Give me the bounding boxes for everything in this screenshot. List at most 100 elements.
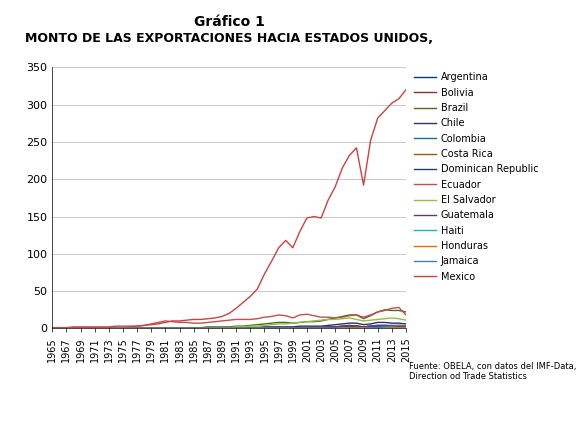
Chile bbox=[303, 324, 310, 329]
Haiti bbox=[403, 325, 409, 330]
Brazil bbox=[381, 307, 388, 312]
Dominican Republic bbox=[126, 326, 133, 331]
Honduras bbox=[396, 325, 403, 330]
Bolivia bbox=[374, 323, 381, 328]
Honduras bbox=[339, 325, 346, 330]
Mexico bbox=[155, 321, 162, 326]
Costa Rica bbox=[155, 326, 162, 331]
Line: Jamaica: Jamaica bbox=[52, 325, 406, 328]
Honduras bbox=[403, 325, 409, 330]
Ecuador bbox=[282, 313, 289, 318]
El Salvador bbox=[403, 318, 409, 323]
Colombia bbox=[374, 323, 381, 328]
Brazil bbox=[303, 319, 310, 324]
Legend: Argentina, Bolivia, Brazil, Chile, Colombia, Costa Rica, Dominican Republic, Ecu: Argentina, Bolivia, Brazil, Chile, Colom… bbox=[414, 72, 538, 282]
Colombia bbox=[403, 324, 409, 329]
El Salvador bbox=[155, 326, 162, 331]
Bolivia bbox=[282, 325, 289, 330]
Dominican Republic bbox=[155, 326, 162, 331]
Jamaica bbox=[282, 326, 289, 331]
El Salvador bbox=[162, 326, 169, 331]
Costa Rica bbox=[310, 325, 317, 330]
Haiti bbox=[282, 326, 289, 331]
Mexico bbox=[396, 96, 403, 101]
Honduras bbox=[155, 326, 162, 331]
Guatemala bbox=[282, 325, 289, 330]
Dominican Republic bbox=[282, 326, 289, 331]
Colombia bbox=[126, 326, 133, 331]
Jamaica bbox=[303, 326, 310, 331]
Ecuador bbox=[49, 326, 56, 331]
Jamaica bbox=[49, 326, 56, 331]
Mexico bbox=[162, 320, 169, 325]
Argentina bbox=[126, 326, 133, 331]
Jamaica bbox=[389, 324, 396, 329]
Haiti bbox=[303, 326, 310, 331]
Haiti bbox=[396, 325, 403, 330]
Ecuador bbox=[126, 324, 133, 329]
Line: Chile: Chile bbox=[52, 322, 406, 328]
Costa Rica bbox=[126, 326, 133, 331]
Text: MONTO DE LAS EXPORTACIONES HACIA ESTADOS UNIDOS,: MONTO DE LAS EXPORTACIONES HACIA ESTADOS… bbox=[25, 32, 433, 45]
Brazil bbox=[49, 326, 56, 331]
Text: Gráfico 1: Gráfico 1 bbox=[194, 15, 264, 29]
Colombia bbox=[162, 326, 169, 331]
Brazil bbox=[126, 326, 133, 331]
Costa Rica bbox=[162, 326, 169, 331]
Argentina bbox=[346, 323, 353, 328]
Brazil bbox=[162, 325, 169, 330]
Line: Brazil: Brazil bbox=[52, 310, 406, 328]
Brazil bbox=[403, 309, 409, 314]
El Salvador bbox=[303, 319, 310, 324]
Honduras bbox=[126, 326, 133, 331]
Colombia bbox=[396, 323, 403, 328]
Chile bbox=[126, 326, 133, 331]
Guatemala bbox=[162, 326, 169, 331]
Dominican Republic bbox=[310, 325, 317, 330]
Jamaica bbox=[126, 326, 133, 331]
Haiti bbox=[49, 326, 56, 331]
Chile bbox=[396, 321, 403, 326]
Bolivia bbox=[155, 326, 162, 331]
Colombia bbox=[282, 325, 289, 330]
Bolivia bbox=[162, 326, 169, 331]
Text: Fuente: OBELA, con datos del IMF-Data,
Direction od Trade Statistics: Fuente: OBELA, con datos del IMF-Data, D… bbox=[409, 362, 577, 381]
El Salvador bbox=[126, 326, 133, 331]
Mexico bbox=[403, 87, 409, 92]
Dominican Republic bbox=[403, 325, 409, 330]
Dominican Republic bbox=[396, 325, 403, 330]
Guatemala bbox=[155, 326, 162, 331]
Mexico bbox=[282, 238, 289, 243]
Guatemala bbox=[339, 324, 346, 329]
Haiti bbox=[155, 326, 162, 331]
Honduras bbox=[282, 326, 289, 331]
Jamaica bbox=[403, 323, 409, 328]
Honduras bbox=[303, 326, 310, 331]
Dominican Republic bbox=[289, 325, 296, 330]
Ecuador bbox=[403, 312, 409, 317]
Jamaica bbox=[162, 326, 169, 331]
Haiti bbox=[381, 325, 388, 330]
Argentina bbox=[49, 326, 56, 331]
Haiti bbox=[162, 326, 169, 331]
Jamaica bbox=[155, 326, 162, 331]
El Salvador bbox=[49, 326, 56, 331]
Bolivia bbox=[303, 325, 310, 330]
Line: Bolivia: Bolivia bbox=[52, 325, 406, 328]
El Salvador bbox=[396, 316, 403, 321]
Chile bbox=[162, 326, 169, 331]
Guatemala bbox=[403, 324, 409, 329]
Costa Rica bbox=[289, 325, 296, 330]
Colombia bbox=[155, 326, 162, 331]
Costa Rica bbox=[403, 325, 409, 330]
Line: El Salvador: El Salvador bbox=[52, 318, 406, 328]
Bolivia bbox=[403, 324, 409, 329]
Costa Rica bbox=[396, 325, 403, 330]
Line: Colombia: Colombia bbox=[52, 325, 406, 328]
Argentina bbox=[403, 324, 409, 329]
Chile bbox=[282, 324, 289, 329]
Bolivia bbox=[126, 326, 133, 331]
El Salvador bbox=[282, 321, 289, 326]
Costa Rica bbox=[282, 326, 289, 331]
Ecuador bbox=[396, 305, 403, 310]
